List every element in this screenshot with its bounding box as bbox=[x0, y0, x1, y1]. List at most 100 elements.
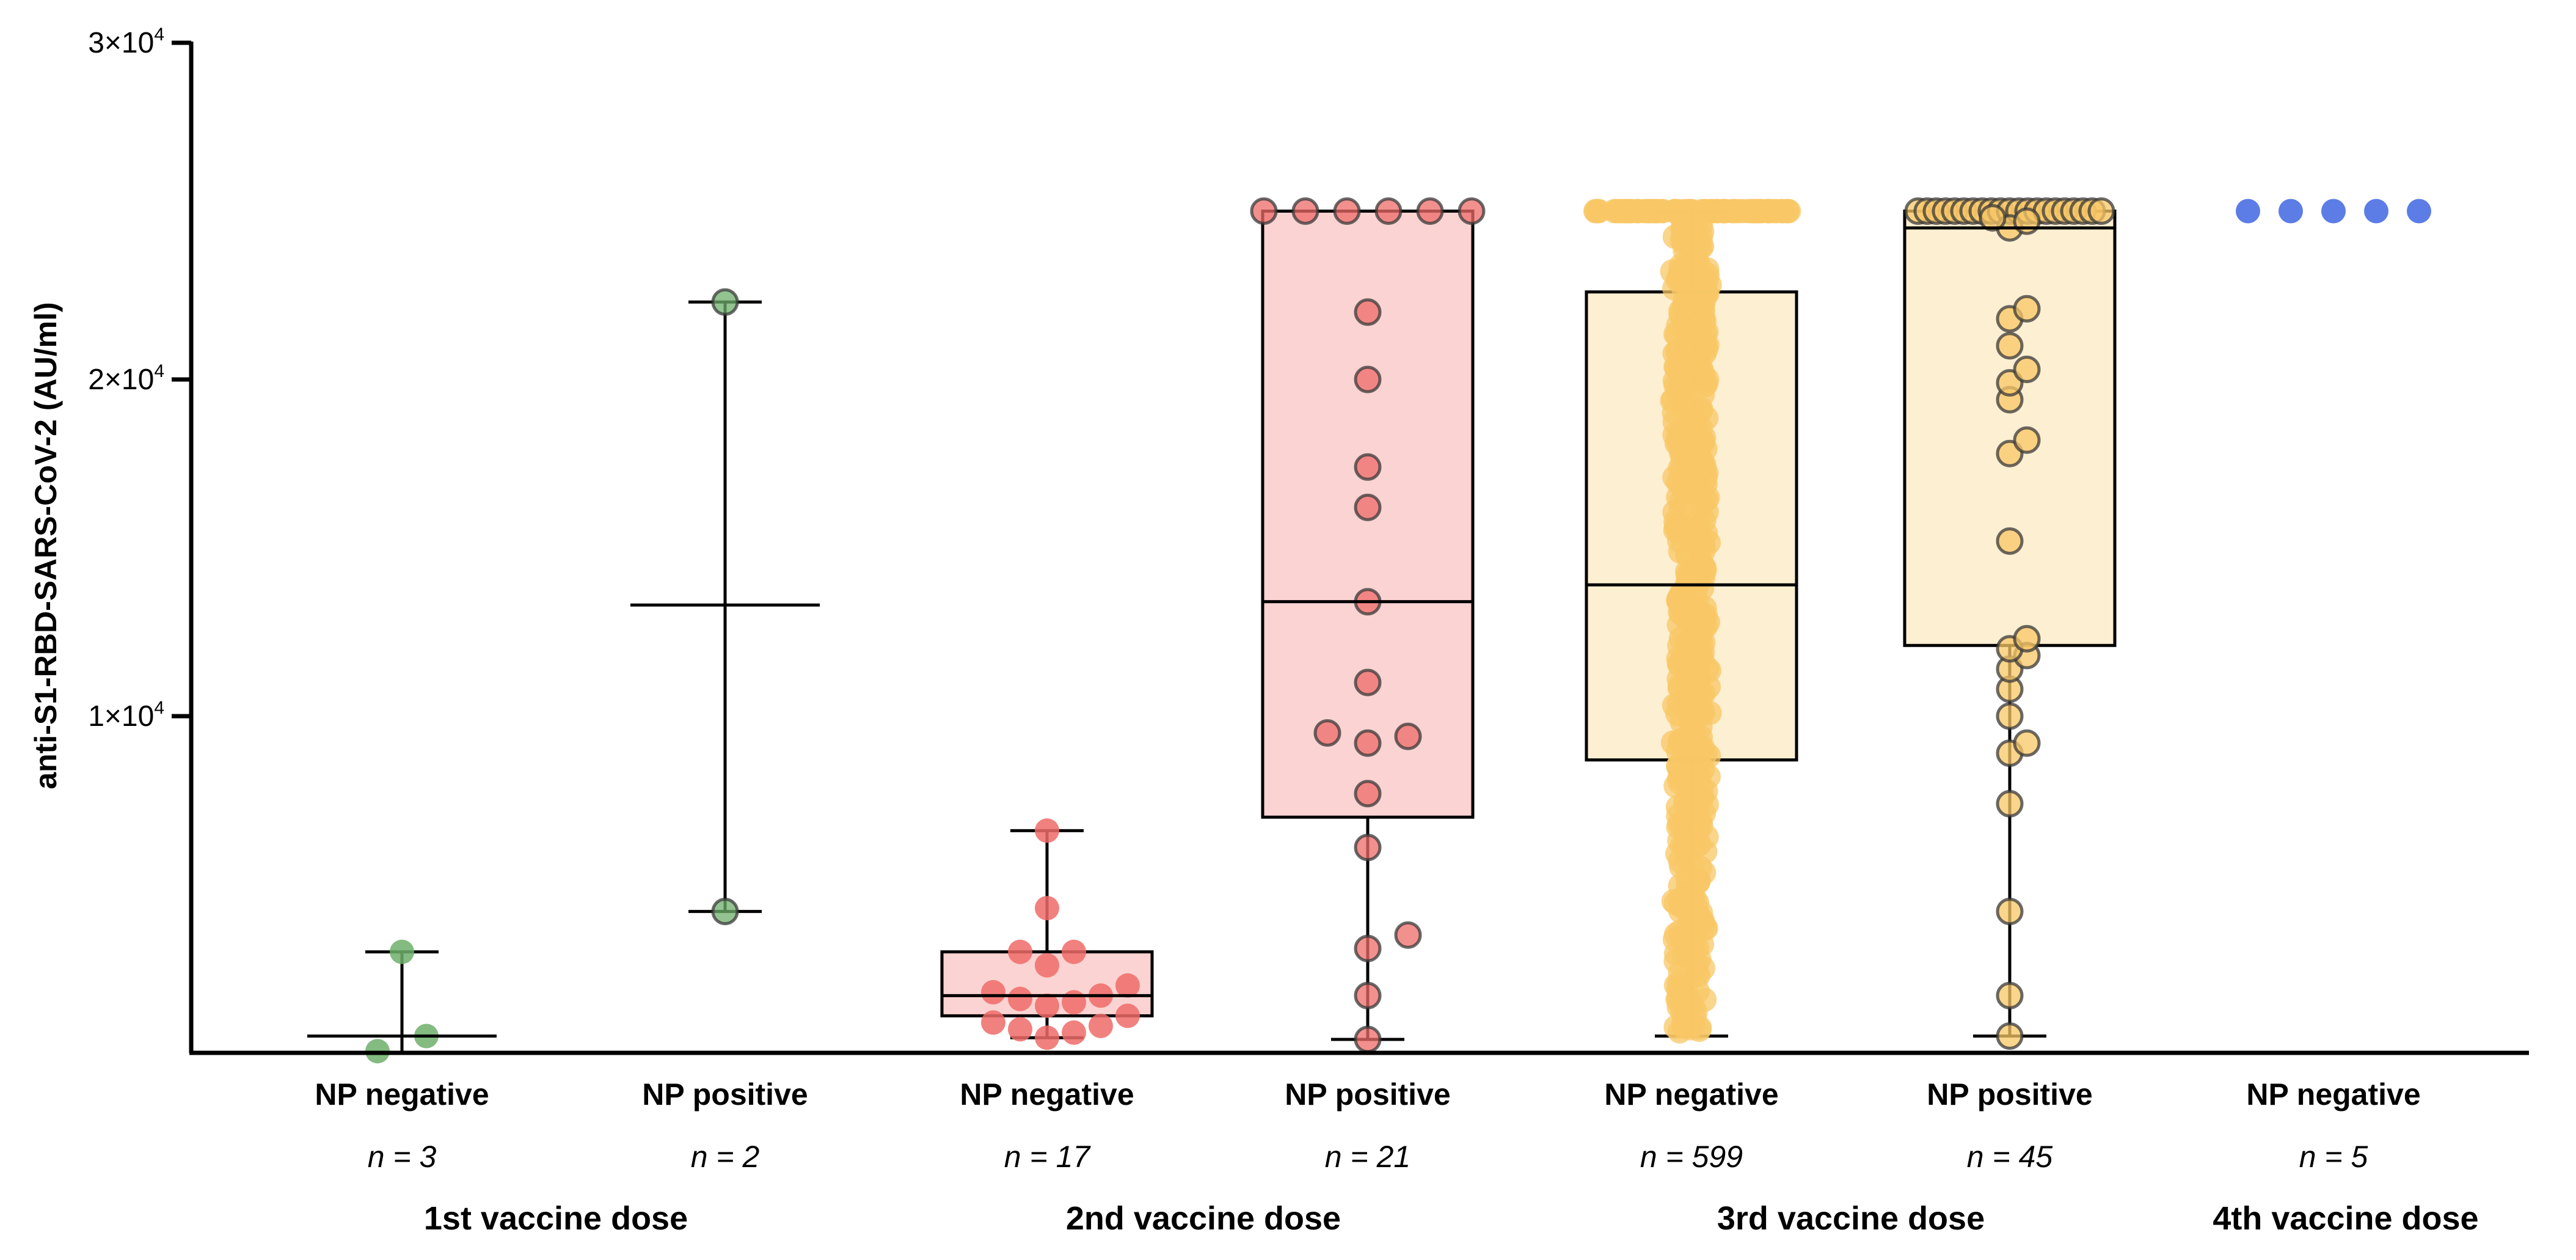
point bbox=[1663, 518, 1688, 543]
point bbox=[1291, 197, 1319, 225]
point bbox=[1354, 1025, 1382, 1053]
box-5 bbox=[1903, 210, 2117, 647]
point bbox=[1996, 898, 2024, 926]
point bbox=[1354, 833, 1382, 862]
group-label: NP negative bbox=[1604, 1077, 1778, 1112]
point bbox=[1458, 197, 1486, 225]
y-tick-label: 1×104 bbox=[88, 698, 164, 733]
sample-size-label: n = 2 bbox=[691, 1140, 760, 1174]
point bbox=[2013, 625, 2041, 653]
point bbox=[1035, 993, 1059, 1018]
point bbox=[1035, 818, 1059, 843]
point bbox=[1394, 921, 1422, 949]
point bbox=[1689, 326, 1714, 351]
point bbox=[1354, 493, 1382, 521]
point bbox=[1115, 973, 1140, 998]
y-tick-label: 3×104 bbox=[88, 24, 164, 59]
dose-label: 4th vaccine dose bbox=[2213, 1200, 2478, 1237]
point bbox=[390, 939, 414, 964]
point bbox=[2236, 199, 2260, 224]
point bbox=[1687, 947, 1712, 972]
point bbox=[2321, 199, 2346, 224]
point bbox=[1690, 430, 1715, 455]
point bbox=[1680, 994, 1706, 1019]
dose-label: 1st vaccine dose bbox=[424, 1200, 688, 1237]
point bbox=[1673, 603, 1698, 628]
point bbox=[1996, 789, 2024, 818]
point bbox=[1354, 453, 1382, 481]
point bbox=[1996, 527, 2024, 555]
point bbox=[1062, 990, 1086, 1015]
group-label: NP positive bbox=[1285, 1077, 1450, 1112]
point bbox=[1769, 199, 1793, 224]
point bbox=[1035, 896, 1059, 921]
point bbox=[1666, 767, 1691, 791]
point bbox=[1354, 981, 1382, 1009]
point bbox=[1374, 197, 1403, 225]
point bbox=[1354, 365, 1382, 394]
point bbox=[1089, 1013, 1113, 1038]
group-label: NP positive bbox=[1927, 1077, 2092, 1112]
point bbox=[1670, 455, 1695, 480]
point bbox=[1416, 197, 1444, 225]
point bbox=[1688, 224, 1713, 249]
point bbox=[1641, 199, 1666, 224]
point bbox=[1667, 357, 1692, 383]
point bbox=[1354, 668, 1382, 697]
group-label: NP negative bbox=[2246, 1077, 2420, 1112]
point bbox=[1680, 251, 1706, 276]
point bbox=[1671, 296, 1696, 321]
point bbox=[2013, 426, 2041, 454]
point bbox=[1663, 922, 1688, 947]
point bbox=[1313, 719, 1341, 747]
point bbox=[1062, 1020, 1086, 1045]
point bbox=[1008, 939, 1032, 964]
point bbox=[1394, 722, 1422, 750]
point bbox=[981, 1010, 1005, 1035]
group-label: NP positive bbox=[642, 1077, 808, 1112]
point bbox=[1996, 981, 2024, 1009]
point bbox=[1008, 1017, 1032, 1042]
point bbox=[1693, 741, 1718, 766]
point bbox=[2013, 207, 2041, 235]
point bbox=[1250, 197, 1278, 225]
point bbox=[2013, 356, 2041, 383]
point bbox=[1674, 827, 1699, 851]
point bbox=[1996, 1022, 2024, 1050]
point bbox=[2407, 199, 2431, 224]
point bbox=[1663, 948, 1688, 973]
sample-size-label: n = 21 bbox=[1325, 1140, 1410, 1174]
point bbox=[2279, 199, 2303, 224]
point bbox=[1583, 199, 1608, 224]
sample-size-label: n = 17 bbox=[1004, 1140, 1092, 1174]
point bbox=[1996, 332, 2024, 360]
point bbox=[2013, 295, 2041, 323]
point bbox=[2364, 199, 2388, 224]
point bbox=[2013, 729, 2041, 757]
dose-label: 3rd vaccine dose bbox=[1717, 1200, 1985, 1237]
group-label: NP negative bbox=[960, 1077, 1134, 1112]
point bbox=[1035, 953, 1059, 978]
point bbox=[711, 288, 739, 316]
point bbox=[711, 898, 739, 926]
point bbox=[1333, 197, 1361, 225]
point bbox=[1062, 939, 1086, 964]
point bbox=[1710, 199, 1735, 224]
point bbox=[1008, 986, 1032, 1011]
dose-label: 2nd vaccine dose bbox=[1066, 1200, 1341, 1237]
point bbox=[1690, 576, 1715, 601]
point bbox=[1605, 199, 1630, 224]
point bbox=[1996, 702, 2024, 730]
point bbox=[1115, 1003, 1140, 1028]
point bbox=[1687, 910, 1712, 936]
point bbox=[981, 980, 1005, 1005]
point bbox=[1666, 485, 1691, 510]
point bbox=[1668, 887, 1693, 912]
point bbox=[2087, 197, 2115, 225]
point bbox=[1696, 610, 1720, 635]
point bbox=[1354, 729, 1382, 757]
sample-size-label: n = 599 bbox=[1640, 1140, 1743, 1174]
point bbox=[1354, 298, 1382, 326]
group-label: NP negative bbox=[315, 1077, 489, 1112]
